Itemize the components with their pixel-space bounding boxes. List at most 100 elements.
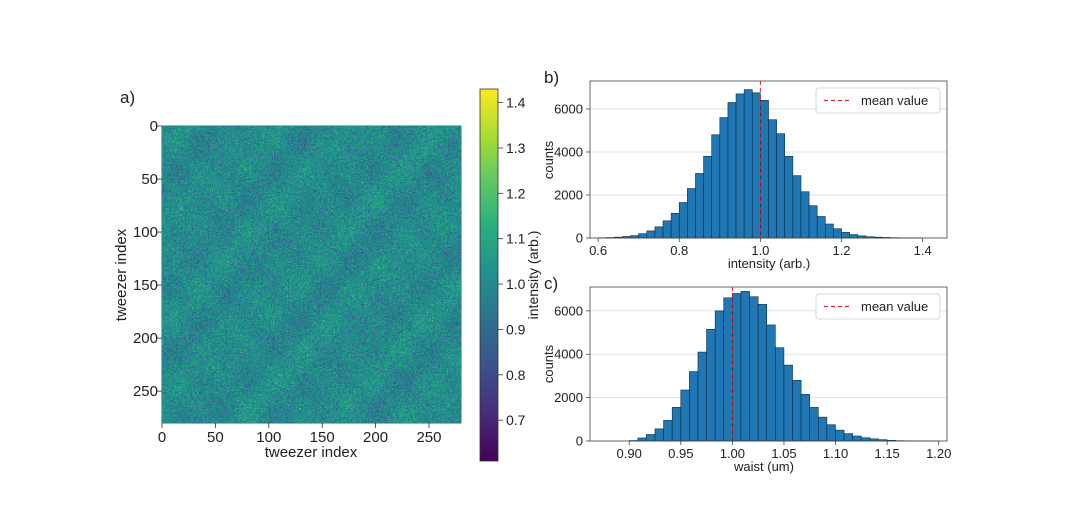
histogram-bar [706, 328, 716, 442]
legend-label-mean-value: mean value [861, 299, 928, 314]
x-tick-label: 1.4 [914, 243, 932, 258]
plot-border [589, 80, 948, 239]
x-tick-label: 0.90 [617, 446, 642, 461]
histogram-bar [727, 102, 737, 239]
histogram-bar [792, 379, 802, 442]
histogram-bar [689, 371, 699, 442]
histogram-intensity-y-axis-label: counts [541, 140, 556, 179]
heatmap-y-tick-label: 200 [133, 330, 158, 347]
histogram-bar [783, 364, 793, 442]
panel-label-c: c) [544, 274, 558, 293]
histogram-bar [824, 223, 834, 239]
histogram-bar [695, 173, 704, 239]
histogram-bar [833, 228, 842, 239]
heatmap-y-tick-label: 150 [133, 277, 158, 294]
histogram-bar [637, 437, 647, 442]
histogram-bar [766, 324, 776, 442]
x-tick-label: 1.05 [771, 446, 796, 461]
colorbar-tick-label: 1.4 [506, 95, 526, 111]
legend-box [815, 87, 941, 114]
histogram-bar [800, 394, 810, 442]
histogram-bar [740, 291, 750, 442]
heatmap-y-tick-label: 250 [133, 383, 158, 400]
colorbar [479, 88, 499, 462]
panel-label-b: b) [544, 68, 559, 87]
y-tick-label: 4000 [554, 144, 583, 159]
histogram-bar [843, 433, 853, 442]
heatmap-x-tick-label: 250 [416, 429, 441, 446]
histogram-bar [680, 389, 690, 442]
plot-border [589, 286, 948, 442]
heatmap-y-tick-label: 100 [133, 224, 158, 241]
y-tick-label: 4000 [554, 347, 583, 362]
histogram-bar [749, 296, 759, 442]
x-tick-label: 1.00 [720, 446, 745, 461]
heatmap-y-tick-label: 50 [141, 171, 158, 188]
histogram-waist: 0.90 0.95 1.00 1.05 1.10 1.15 1.20 0 2000 4000 600… [554, 286, 951, 461]
colorbar-label: intensity (arb.) [525, 231, 541, 320]
colorbar-tick-label: 0.7 [506, 412, 526, 428]
histogram-bar [775, 347, 785, 442]
y-tick-label: 0 [576, 231, 583, 246]
heatmap-y-axis: 0 50 100 150 200 250 [133, 118, 162, 400]
histogram-bar [711, 134, 721, 239]
histogram-bar [835, 429, 845, 442]
colorbar-tick-label: 0.8 [506, 367, 526, 383]
x-tick-label: 0.95 [668, 446, 693, 461]
histogram-bar [751, 92, 761, 239]
colorbar-tick-label: 1.0 [506, 276, 526, 292]
histogram-bar [760, 100, 769, 239]
legend-label-mean-value: mean value [861, 93, 928, 108]
heatmap-x-axis: 0 50 100 150 200 250 [158, 423, 441, 446]
histogram-bar [703, 155, 713, 239]
histogram-bar [792, 175, 802, 239]
histogram-bar [860, 437, 871, 442]
histogram-bar [841, 232, 850, 239]
histogram-bar [768, 119, 777, 239]
histogram-bar [670, 212, 680, 239]
x-tick-label: 1.0 [751, 243, 769, 258]
histogram-bar [735, 93, 745, 239]
histogram-bar [697, 351, 707, 442]
legend-box [815, 293, 941, 320]
histogram-bar [817, 416, 828, 442]
heatmap-x-tick-label: 200 [363, 429, 388, 446]
x-tick-label: 1.10 [823, 446, 848, 461]
heatmap-y-tick-label: 0 [150, 118, 158, 135]
histogram-bar [654, 428, 664, 442]
y-tick-label: 0 [576, 434, 583, 449]
histogram-bar [663, 420, 673, 442]
heatmap-x-tick-label: 100 [256, 429, 281, 446]
histogram-bar [687, 188, 696, 239]
colorbar-axis: 0.7 0.8 0.9 1.0 1.1 1.2 1.3 1.4 [498, 95, 526, 428]
histogram-bar [743, 89, 753, 239]
panel-label-a: a) [120, 88, 135, 107]
histogram-bar [826, 424, 836, 442]
histogram-intensity: 0.6 0.8 1.0 1.2 1.4 0 2000 4000 6000 mean value [554, 80, 948, 258]
histogram-bar [732, 293, 742, 442]
y-tick-label: 2000 [554, 187, 583, 202]
colorbar-tick-label: 1.3 [506, 140, 526, 156]
histogram-bar [776, 133, 786, 239]
histogram-bar [800, 191, 810, 239]
histogram-bar [852, 435, 862, 442]
heatmap-x-tick-label: 0 [158, 429, 166, 446]
histogram-bar [646, 230, 656, 239]
heatmap-x-tick-label: 150 [310, 429, 335, 446]
y-tick-label: 2000 [554, 390, 583, 405]
heatmap-x-axis-label: tweezer index [265, 444, 358, 461]
colorbar-tick-label: 0.9 [506, 321, 526, 337]
histogram-waist-y-axis-label: counts [541, 344, 556, 383]
histogram-bar [678, 202, 688, 239]
x-tick-label: 0.8 [670, 243, 688, 258]
histogram-bar [723, 297, 733, 442]
y-tick-label: 6000 [554, 303, 583, 318]
histogram-bar [714, 310, 725, 442]
histogram-intensity-x-axis-label: intensity (arb.) [728, 256, 810, 271]
y-tick-label: 6000 [554, 101, 583, 116]
histogram-bar [719, 117, 729, 239]
histogram-waist-x-axis-label: waist (um) [733, 459, 794, 474]
histogram-bar [784, 155, 794, 239]
x-tick-label: 1.2 [832, 243, 850, 258]
